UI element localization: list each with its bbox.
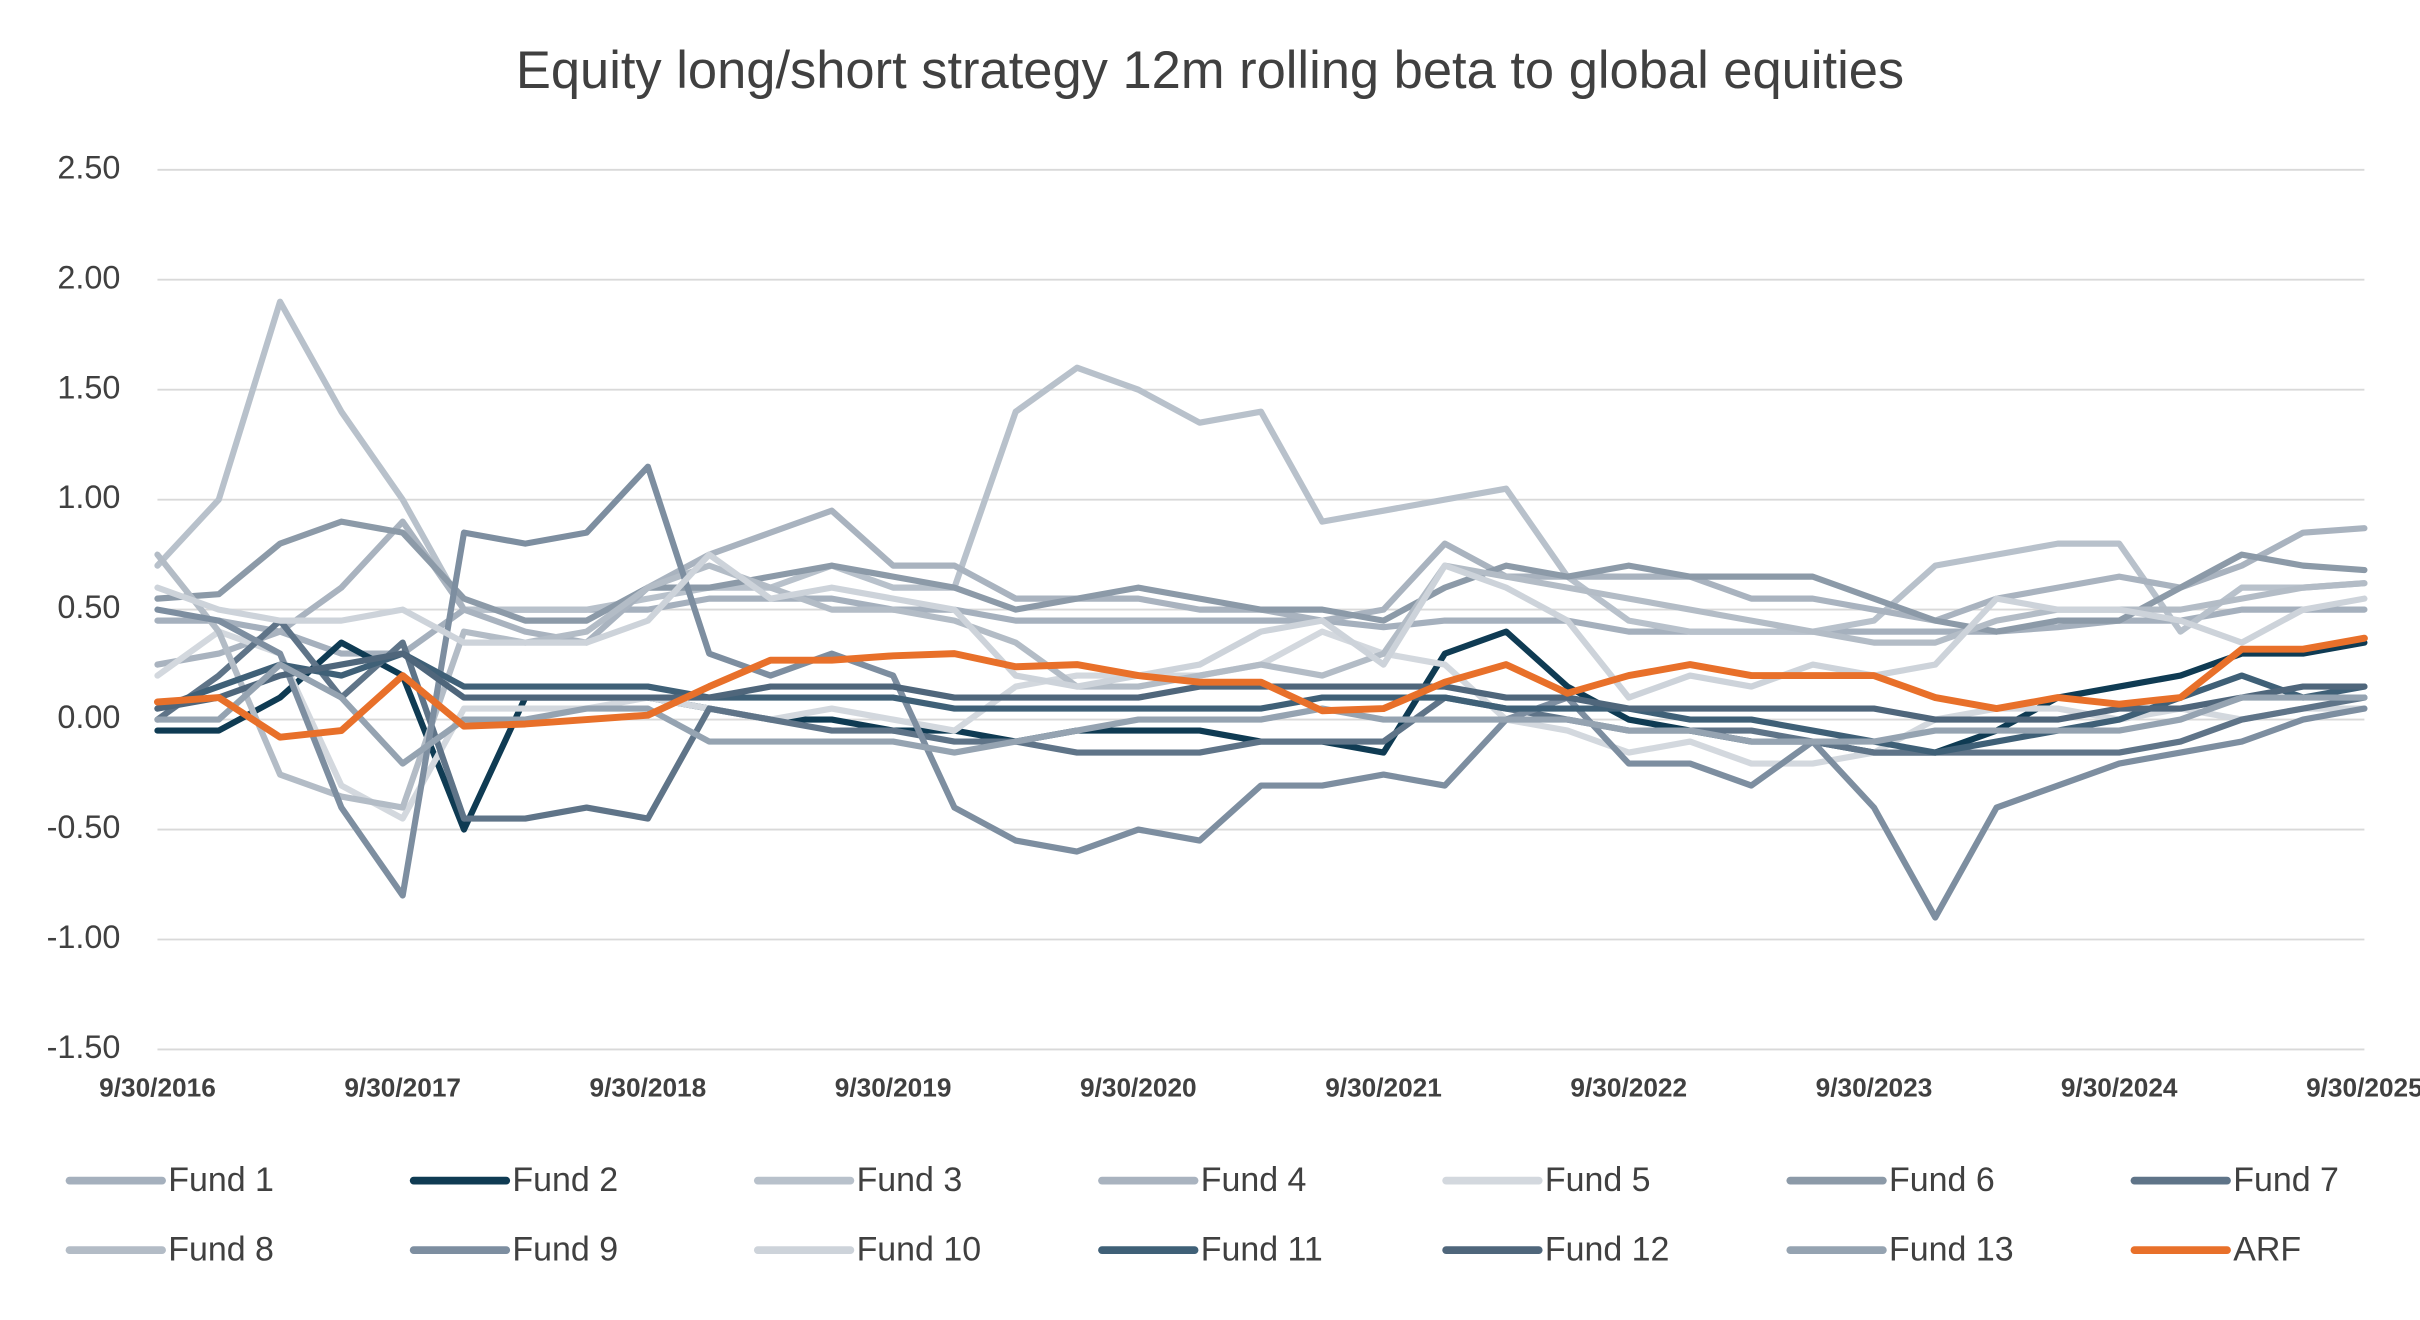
legend-label: Fund 3 [857, 1161, 963, 1199]
y-tick-label: 1.50 [57, 369, 120, 405]
legend-label: Fund 8 [168, 1231, 274, 1269]
legend-label: Fund 11 [1201, 1231, 1323, 1269]
x-tick-label: 9/30/2017 [344, 1073, 461, 1103]
series-line [154, 298, 2368, 635]
legend-label: Fund 13 [1889, 1231, 2014, 1269]
y-tick-label: 1.00 [57, 479, 120, 515]
series-line [154, 551, 2368, 701]
y-tick-label: 2.50 [57, 149, 120, 185]
legend-label: Fund 7 [2233, 1161, 2339, 1199]
series-line [154, 617, 2368, 822]
legend-label: Fund 6 [1889, 1161, 1995, 1199]
legend-label: Fund 10 [857, 1231, 982, 1269]
x-tick-label: 9/30/2024 [2061, 1073, 2178, 1103]
x-tick-label: 9/30/2025 [2306, 1073, 2420, 1103]
series-line [153, 634, 2368, 741]
legend-label: Fund 1 [168, 1161, 274, 1199]
x-tick-label: 9/30/2019 [835, 1073, 952, 1103]
y-tick-label: -0.50 [47, 809, 121, 845]
legend-label: Fund 4 [1201, 1161, 1307, 1199]
x-tick-label: 9/30/2022 [1570, 1073, 1687, 1103]
legend-label: Fund 12 [1545, 1231, 1670, 1269]
legend-label: Fund 2 [512, 1161, 618, 1199]
x-tick-label: 9/30/2016 [99, 1073, 216, 1103]
x-tick-label: 9/30/2023 [1816, 1073, 1933, 1103]
series-line [154, 650, 2368, 723]
series-line [154, 661, 2368, 767]
series-line [154, 518, 2368, 635]
y-tick-label: 0.00 [57, 699, 120, 735]
series-line [154, 650, 2368, 756]
legend-label: ARF [2233, 1231, 2301, 1269]
chart-title: Equity long/short strategy 12m rolling b… [516, 42, 1904, 100]
x-tick-label: 9/30/2021 [1325, 1073, 1442, 1103]
legend-label: Fund 9 [512, 1231, 618, 1269]
y-tick-label: -1.00 [47, 919, 121, 955]
legend-label: Fund 5 [1545, 1161, 1651, 1199]
y-tick-label: 2.00 [57, 259, 120, 295]
y-tick-label: -1.50 [47, 1029, 121, 1065]
y-tick-label: 0.50 [57, 589, 120, 625]
x-tick-label: 9/30/2018 [590, 1073, 707, 1103]
x-tick-label: 9/30/2020 [1080, 1073, 1197, 1103]
series-line [154, 463, 2368, 921]
